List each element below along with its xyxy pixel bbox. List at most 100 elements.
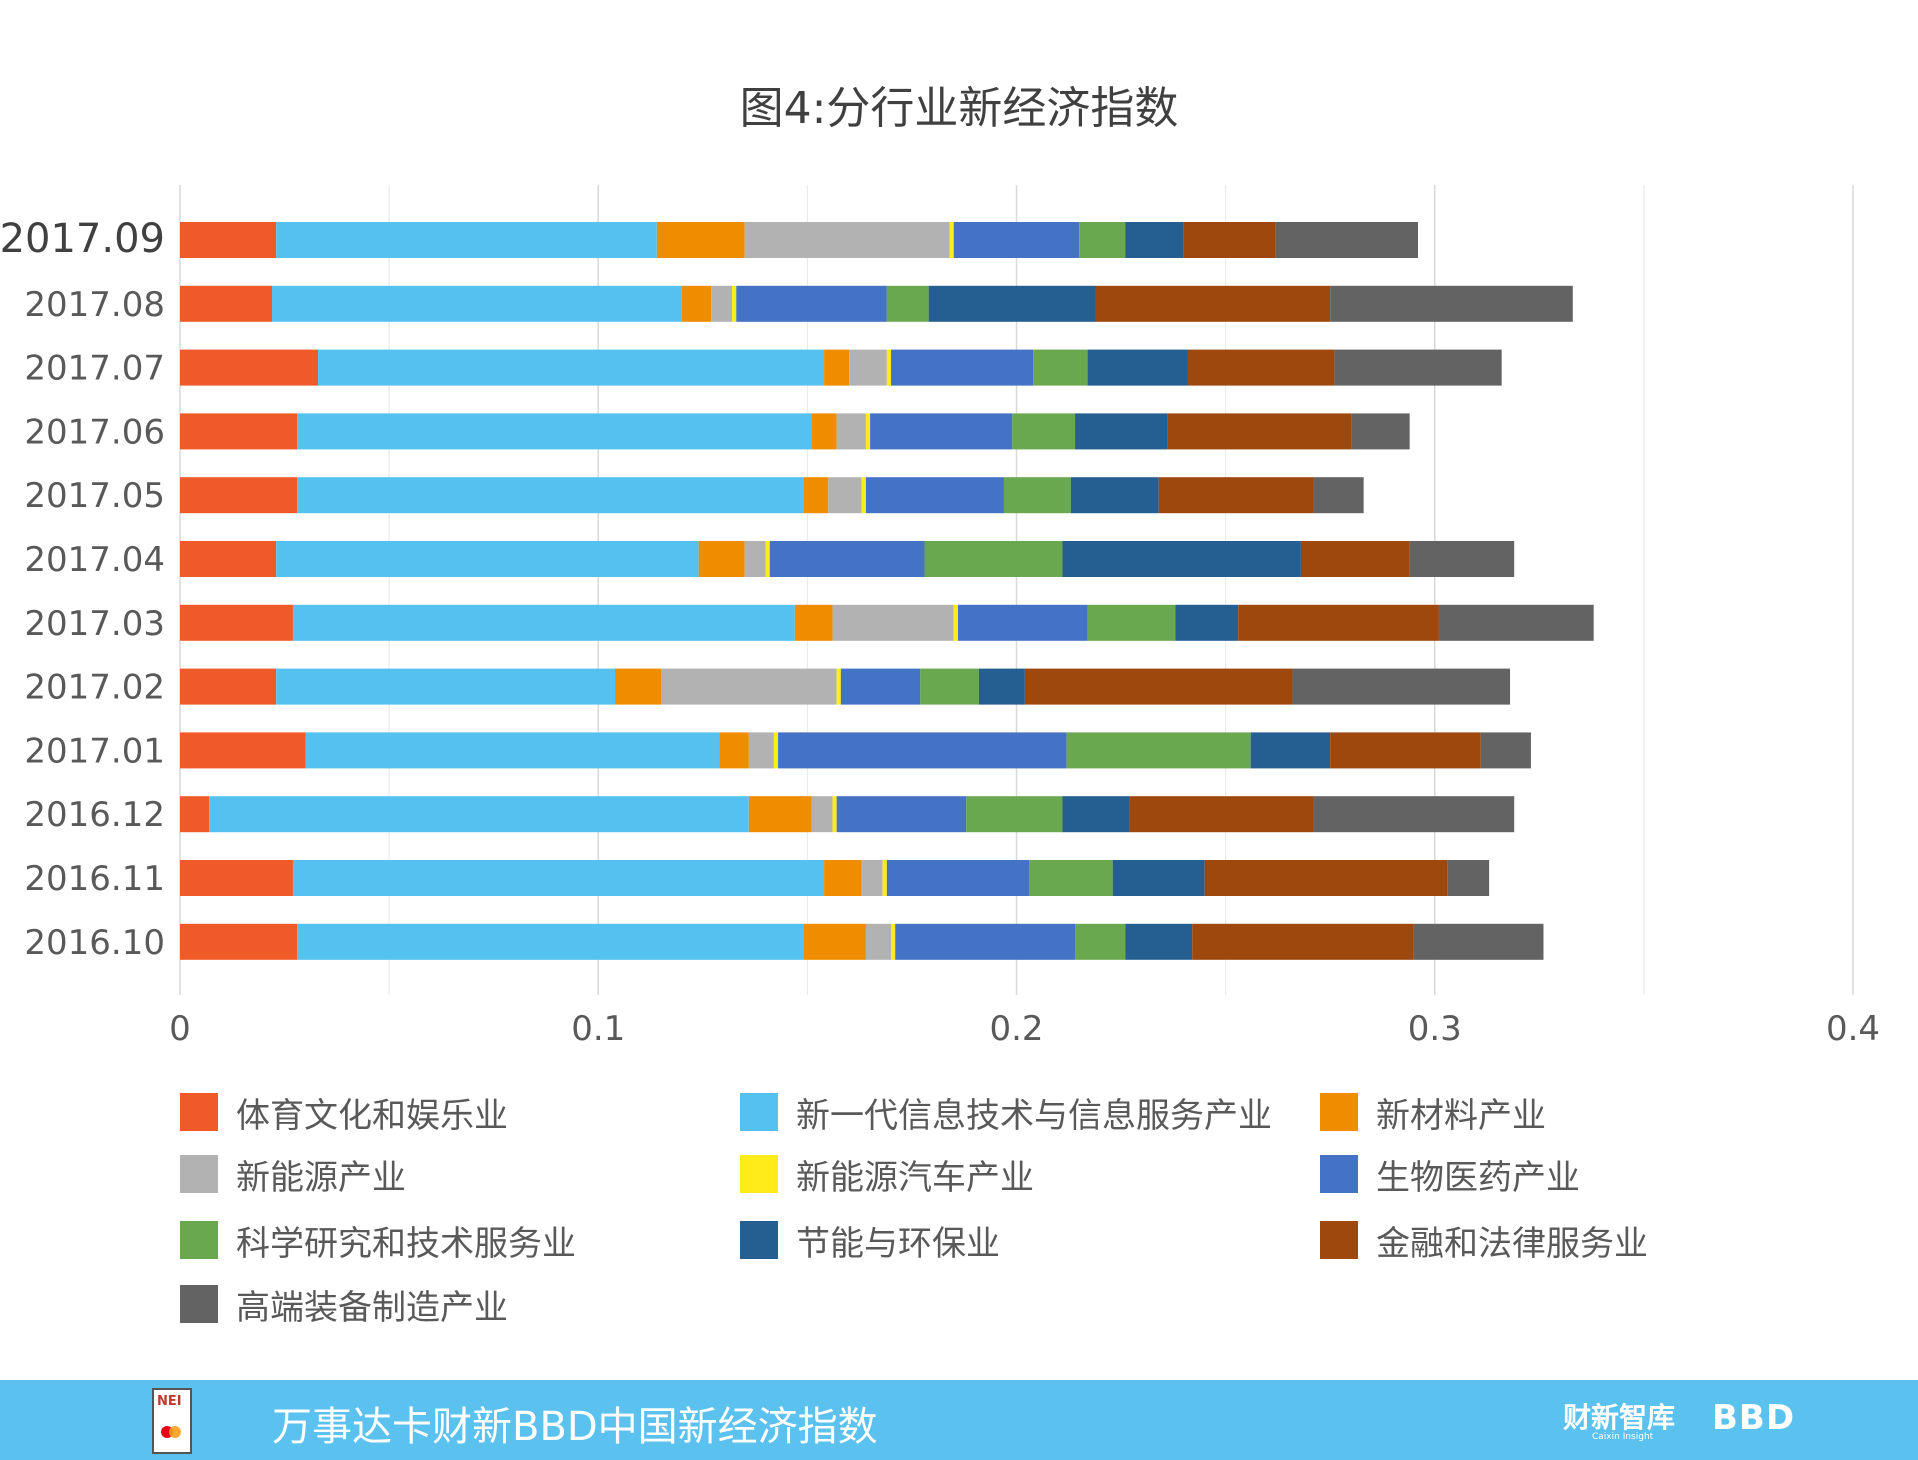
y-category-label: 2016.10 [24,923,165,963]
bar-segment [276,541,699,577]
y-category-label: 2017.04 [24,540,165,580]
legend-label: 新一代信息技术与信息服务产业 [796,1095,1272,1136]
y-category-label: 2017.02 [24,668,165,708]
bar-segment [765,541,770,577]
legend-swatch [1320,1093,1358,1131]
bar-segment [1413,923,1544,960]
x-tick-label: 0.3 [1408,1009,1462,1049]
bar-segment [836,796,967,833]
bar-segment [966,796,1063,833]
legend-item: 高端装备制造产业 [180,1284,508,1328]
bar-segment [660,668,837,705]
y-category-label: 2017.08 [24,285,165,325]
legend-item: 科学研究和技术服务业 [180,1220,576,1264]
footer-banner: NEI 万事达卡财新BBD中国新经济指数 财新智库 Caixin Insight… [0,1380,1918,1460]
bar-segment [297,477,804,514]
bar-segment [928,285,1096,322]
bar-segment [803,923,866,960]
chart-title: 图4:分行业新经济指数 [739,83,1179,134]
bar-segment [180,668,277,705]
bar-segment [748,732,774,769]
bar-segment [276,668,615,705]
bar-segment [882,860,887,896]
bar-segment [1062,541,1301,577]
bar-segment [957,604,1088,641]
y-category-label: 2016.12 [24,795,165,835]
bar-segment [895,923,1076,960]
nei-logo-text: NEI [157,1394,182,1409]
bar-segment [180,222,277,258]
bar-segment [1334,349,1502,386]
bar-segment [180,541,277,577]
bar-segment [1183,222,1276,258]
bar-segment [297,923,804,960]
bar-segment [1079,222,1126,258]
bar-segment [1070,477,1159,514]
bar-segment [861,860,883,896]
bar-segment [276,222,657,258]
bar-segment [614,668,661,705]
bar-segment [886,860,1030,896]
bar-segment [1275,222,1419,258]
bar-segment [292,860,825,896]
bar-segment [180,796,210,833]
y-category-label: 2017.05 [24,476,165,516]
nei-logo: NEI [152,1388,192,1454]
bar-segment [836,413,866,450]
bar-segment [1087,349,1188,386]
bar-segment [292,604,795,641]
bar-segment [180,349,319,386]
bar-segment [180,413,298,450]
bar-segment [949,222,954,258]
bar-segment [1204,860,1448,896]
bar-segment [180,285,273,322]
bar-segment [1033,349,1088,386]
bar-segment [736,285,887,322]
bar-segment [1062,796,1130,833]
caixin-insight-logo: 财新智库 [1563,1401,1676,1434]
legend-item: 金融和法律服务业 [1320,1220,1648,1264]
bar-segment [1167,413,1352,450]
legend-item: 新材料产业 [1320,1092,1546,1136]
bar-segment [180,604,293,641]
bar-segment [1447,860,1490,896]
bar-segment [719,732,749,769]
bar-segment [886,285,929,322]
legend-swatch [740,1221,778,1259]
bar-segment [870,413,1013,450]
bar-segment [1330,732,1481,769]
bar-segment [1087,604,1176,641]
bar-segment [272,285,682,322]
bar-segment [865,413,871,450]
bar-segment [803,477,829,514]
y-category-label: 2017.07 [24,349,165,389]
legend-swatch [180,1155,218,1193]
legend-label: 新能源产业 [236,1157,406,1198]
bar-segment [811,413,837,450]
bar-segment [953,222,1080,258]
bar-segment [1192,923,1414,960]
bar-segment [861,477,866,514]
legend-swatch [1320,1155,1358,1193]
bar-segment [824,349,850,386]
y-category-label: 2017.01 [24,731,165,771]
bbd-logo: BBD [1712,1398,1796,1438]
bar-segment [180,477,298,514]
legend-item: 新能源产业 [180,1154,406,1198]
bar-segment [1300,541,1410,577]
bar-segment [849,349,887,386]
bar-segment [305,732,720,769]
bar-segment [711,285,733,322]
bar-segment [978,668,1025,705]
bar-segment [1003,477,1071,514]
bar-segment [1129,796,1314,833]
footer-title: 万事达卡财新BBD中国新经济指数 [272,1404,878,1450]
legend-label: 体育文化和娱乐业 [236,1095,508,1136]
bar-segment [886,349,892,386]
mastercard-icon-overlap [169,1426,181,1438]
bar-segment [681,285,712,322]
bar-segment [832,604,954,641]
bar-segment [744,541,766,577]
x-tick-label: 0.1 [571,1009,625,1049]
bar-segment [1125,222,1184,258]
